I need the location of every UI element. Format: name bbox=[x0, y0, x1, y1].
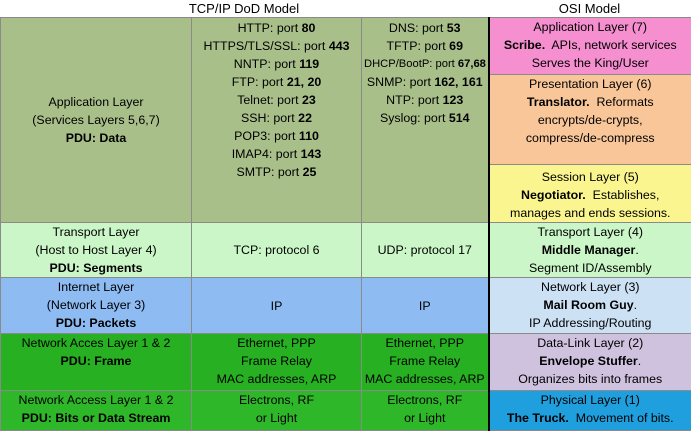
physical-access-layer-cell: Network Access Layer 1 & 2 PDU: Bits or … bbox=[0, 390, 192, 431]
osi-presentation-desc3: compress/de-compress bbox=[525, 131, 655, 145]
port-item: POP3: port 110 bbox=[234, 129, 319, 143]
osi-datalink-title: Data-Link Layer (2) bbox=[537, 336, 644, 350]
port-item: FTP: port 21, 20 bbox=[231, 75, 322, 89]
osi-presentation-layer: Presentation Layer (6) Translator. Refor… bbox=[487, 74, 691, 165]
application-layer-cell: Application Layer (Services Layers 5,6,7… bbox=[0, 17, 192, 223]
netaccess-item: MAC addresses, ARP bbox=[364, 372, 485, 386]
physical-item: or Light bbox=[404, 411, 446, 425]
osi-application-desc2: Serves the King/User bbox=[531, 56, 649, 70]
osi-presentation-title: Presentation Layer (6) bbox=[528, 77, 652, 91]
osi-network-role: Mail Room Guy. bbox=[543, 298, 638, 312]
internet-pdu: PDU: Packets bbox=[55, 316, 137, 330]
osi-network-desc: IP Addressing/Routing bbox=[529, 316, 652, 330]
netaccess-item: Ethernet, PPP bbox=[385, 336, 465, 350]
transport-pdu: PDU: Segments bbox=[49, 261, 143, 275]
network-access-layer-cell: Network Acces Layer 1 & 2 PDU: Frame bbox=[0, 333, 192, 391]
netaccess-col2: Ethernet, PPP Frame Relay MAC addresses,… bbox=[191, 333, 362, 391]
osi-physical-layer: Physical Layer (1) The Truck. Movement o… bbox=[487, 390, 691, 431]
ip-cell-col2: IP bbox=[191, 277, 362, 334]
osi-network-layer: Network Layer (3) Mail Room Guy. IP Addr… bbox=[487, 277, 691, 334]
osi-datalink-layer: Data-Link Layer (2) Envelope Stuffer. Or… bbox=[487, 333, 691, 391]
application-layer-title: Application Layer bbox=[48, 95, 144, 109]
port-item: SMTP: port 25 bbox=[236, 165, 317, 179]
port-item: NTP: port 123 bbox=[386, 93, 464, 107]
osi-session-desc: Negotiator. Establishes, bbox=[521, 188, 660, 202]
transport-layer-subtitle: (Host to Host Layer 4) bbox=[35, 243, 157, 257]
osi-session-layer: Session Layer (5) Negotiator. Establishe… bbox=[487, 164, 691, 223]
osi-physical-desc: The Truck. Movement of bits. bbox=[506, 411, 674, 425]
port-item: IMAP4: port 143 bbox=[231, 147, 322, 161]
port-item: HTTPS/TLS/SSL: port 443 bbox=[203, 39, 350, 53]
network-access-title: Network Acces Layer 1 & 2 bbox=[21, 336, 171, 350]
port-item: Telnet: port 23 bbox=[237, 93, 316, 107]
transport-layer-cell: Transport Layer (Host to Host Layer 4) P… bbox=[0, 222, 192, 278]
osi-network-title: Network Layer (3) bbox=[541, 280, 640, 294]
physical-col2: Electrons, RF or Light bbox=[191, 390, 362, 431]
osi-transport-layer: Transport Layer (4) Middle Manager. Segm… bbox=[487, 222, 691, 278]
osi-transport-desc: Segment ID/Assembly bbox=[528, 261, 652, 275]
application-layer-subtitle: (Services Layers 5,6,7) bbox=[32, 113, 160, 127]
netaccess-item: Frame Relay bbox=[241, 354, 312, 368]
port-item: HTTP: port 80 bbox=[237, 21, 316, 35]
port-item: Syslog: port 514 bbox=[379, 111, 470, 125]
port-item: SNMP: port 162, 161 bbox=[366, 75, 483, 89]
udp-protocol-cell: UDP: protocol 17 bbox=[361, 222, 489, 278]
physical-col3: Electrons, RF or Light bbox=[361, 390, 489, 431]
netaccess-item: Ethernet, PPP bbox=[237, 336, 316, 350]
osi-model-header: OSI Model bbox=[558, 1, 621, 16]
network-access-pdu: PDU: Frame bbox=[60, 354, 132, 368]
osi-session-title: Session Layer (5) bbox=[541, 170, 639, 184]
port-item: TFTP: port 69 bbox=[386, 39, 463, 53]
osi-application-title: Application Layer (7) bbox=[533, 20, 648, 34]
internet-layer-subtitle: (Network Layer 3) bbox=[46, 298, 146, 312]
osi-presentation-desc2: encrypts/de-crypts, bbox=[537, 113, 643, 127]
internet-layer-title: Internet Layer bbox=[57, 280, 135, 294]
osi-datalink-desc: Organizes bits into frames bbox=[518, 372, 663, 386]
ip-cell-col3: IP bbox=[361, 277, 489, 334]
physical-access-title: Network Access Layer 1 & 2 bbox=[18, 393, 174, 407]
port-item: NNTP: port 119 bbox=[233, 57, 320, 71]
application-pdu: PDU: Data bbox=[65, 131, 127, 145]
transport-layer-title: Transport Layer bbox=[52, 225, 140, 239]
port-item: SSH: port 22 bbox=[241, 111, 312, 125]
layer-table: Application Layer (Services Layers 5,6,7… bbox=[0, 17, 691, 431]
port-item: DHCP/BootP: port 67,68 bbox=[364, 58, 486, 70]
port-item: DNS: port 53 bbox=[388, 21, 461, 35]
osi-transport-title: Transport Layer (4) bbox=[537, 225, 644, 239]
tcpip-model-header: TCP/IP DoD Model bbox=[188, 1, 300, 16]
osi-physical-title: Physical Layer (1) bbox=[540, 393, 640, 407]
tcp-protocol-cell: TCP: protocol 6 bbox=[191, 222, 362, 278]
application-ports-col3: DNS: port 53 TFTP: port 69 DHCP/BootP: p… bbox=[361, 17, 489, 223]
osi-application-desc: Scribe. APIs, network services bbox=[503, 38, 677, 52]
physical-access-pdu: PDU: Bits or Data Stream bbox=[21, 411, 171, 425]
osi-application-layer: Application Layer (7) Scribe. APIs, netw… bbox=[487, 17, 691, 75]
osi-presentation-desc: Translator. Reformats bbox=[526, 95, 654, 109]
application-ports-col2: HTTP: port 80 HTTPS/TLS/SSL: port 443 NN… bbox=[191, 17, 362, 223]
osi-session-desc2: manages and ends sessions. bbox=[510, 206, 671, 220]
netaccess-col3: Ethernet, PPP Frame Relay MAC addresses,… bbox=[361, 333, 489, 391]
netaccess-item: Frame Relay bbox=[389, 354, 461, 368]
internet-layer-cell: Internet Layer (Network Layer 3) PDU: Pa… bbox=[0, 277, 192, 334]
physical-item: or Light bbox=[255, 411, 298, 425]
netaccess-item: MAC addresses, ARP bbox=[216, 372, 337, 386]
physical-item: Electrons, RF bbox=[387, 393, 463, 407]
physical-item: Electrons, RF bbox=[238, 393, 315, 407]
osi-datalink-role: Envelope Stuffer. bbox=[539, 354, 642, 368]
osi-transport-role: Middle Manager. bbox=[541, 243, 639, 257]
